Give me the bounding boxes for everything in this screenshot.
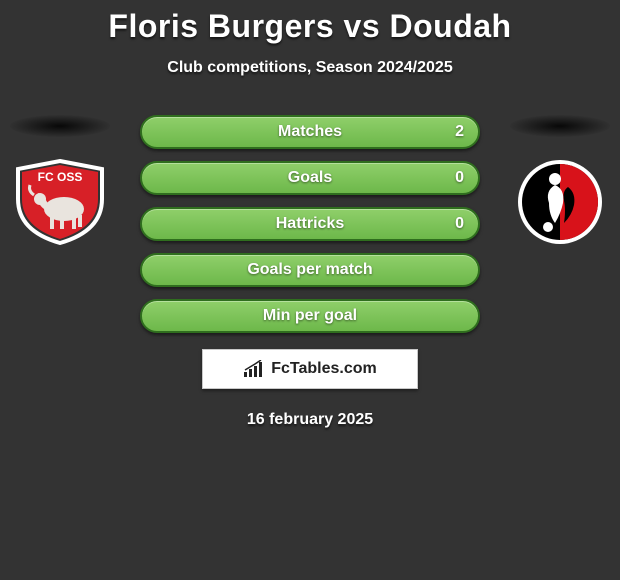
- subtitle: Club competitions, Season 2024/2025: [0, 59, 620, 77]
- brand-box: FcTables.com: [202, 349, 418, 389]
- stat-pill-list: Matches 2 Goals 0 Hattricks 0 Goals per …: [140, 115, 480, 333]
- brand-text: FcTables.com: [271, 360, 377, 378]
- right-club-logo: [510, 159, 610, 245]
- shield-text: FC OSS: [38, 170, 83, 184]
- stat-label: Hattricks: [276, 215, 344, 233]
- stat-value: 0: [455, 169, 464, 187]
- stat-pill: Min per goal: [140, 299, 480, 333]
- stat-label: Min per goal: [263, 307, 357, 325]
- left-club-column: FC OSS: [0, 115, 120, 245]
- left-club-logo: FC OSS: [10, 159, 110, 245]
- stat-pill: Hattricks 0: [140, 207, 480, 241]
- shadow-ellipse: [10, 115, 110, 137]
- stat-label: Goals per match: [247, 261, 372, 279]
- stat-value: 2: [455, 123, 464, 141]
- stat-label: Matches: [278, 123, 342, 141]
- stat-pill: Goals per match: [140, 253, 480, 287]
- stat-label: Goals: [288, 169, 332, 187]
- comparison-area: FC OSS: [0, 115, 620, 429]
- right-club-column: [500, 115, 620, 245]
- date-text: 16 february 2025: [0, 411, 620, 429]
- shadow-ellipse: [510, 115, 610, 137]
- stat-pill: Matches 2: [140, 115, 480, 149]
- chart-icon: [243, 360, 265, 378]
- stat-pill: Goals 0: [140, 161, 480, 195]
- stat-value: 0: [455, 215, 464, 233]
- page-title: Floris Burgers vs Doudah: [0, 0, 620, 45]
